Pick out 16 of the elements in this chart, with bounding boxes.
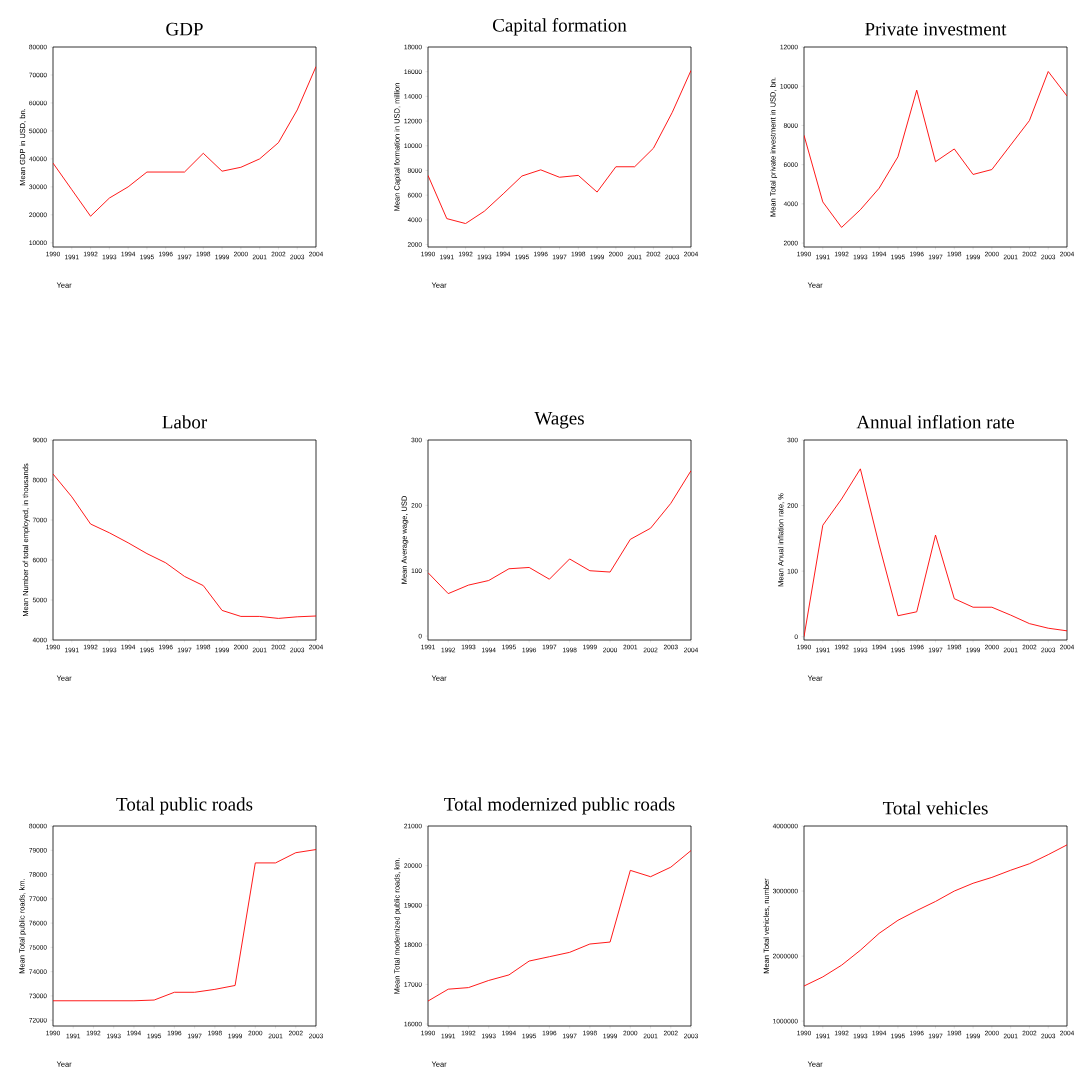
line-series [804,71,1068,228]
chart-title: Labor [162,415,208,429]
chart-title: Capital formation [493,18,627,36]
chart-title: GDP [166,22,203,36]
line-series [804,844,1068,987]
line-series [428,470,692,595]
line-series [428,70,692,224]
line-series [428,850,692,1002]
chart-title: Total public roads [116,797,253,815]
chart-title: Wages [534,411,584,429]
chart-title: Total modernized public roads [444,797,675,815]
line-series [804,468,1068,638]
line-series [53,473,316,619]
chart-title: Private investment [865,22,1007,36]
chart-title: Total vehicles [882,801,988,815]
chart-title: Annual inflation rate [856,414,1014,429]
